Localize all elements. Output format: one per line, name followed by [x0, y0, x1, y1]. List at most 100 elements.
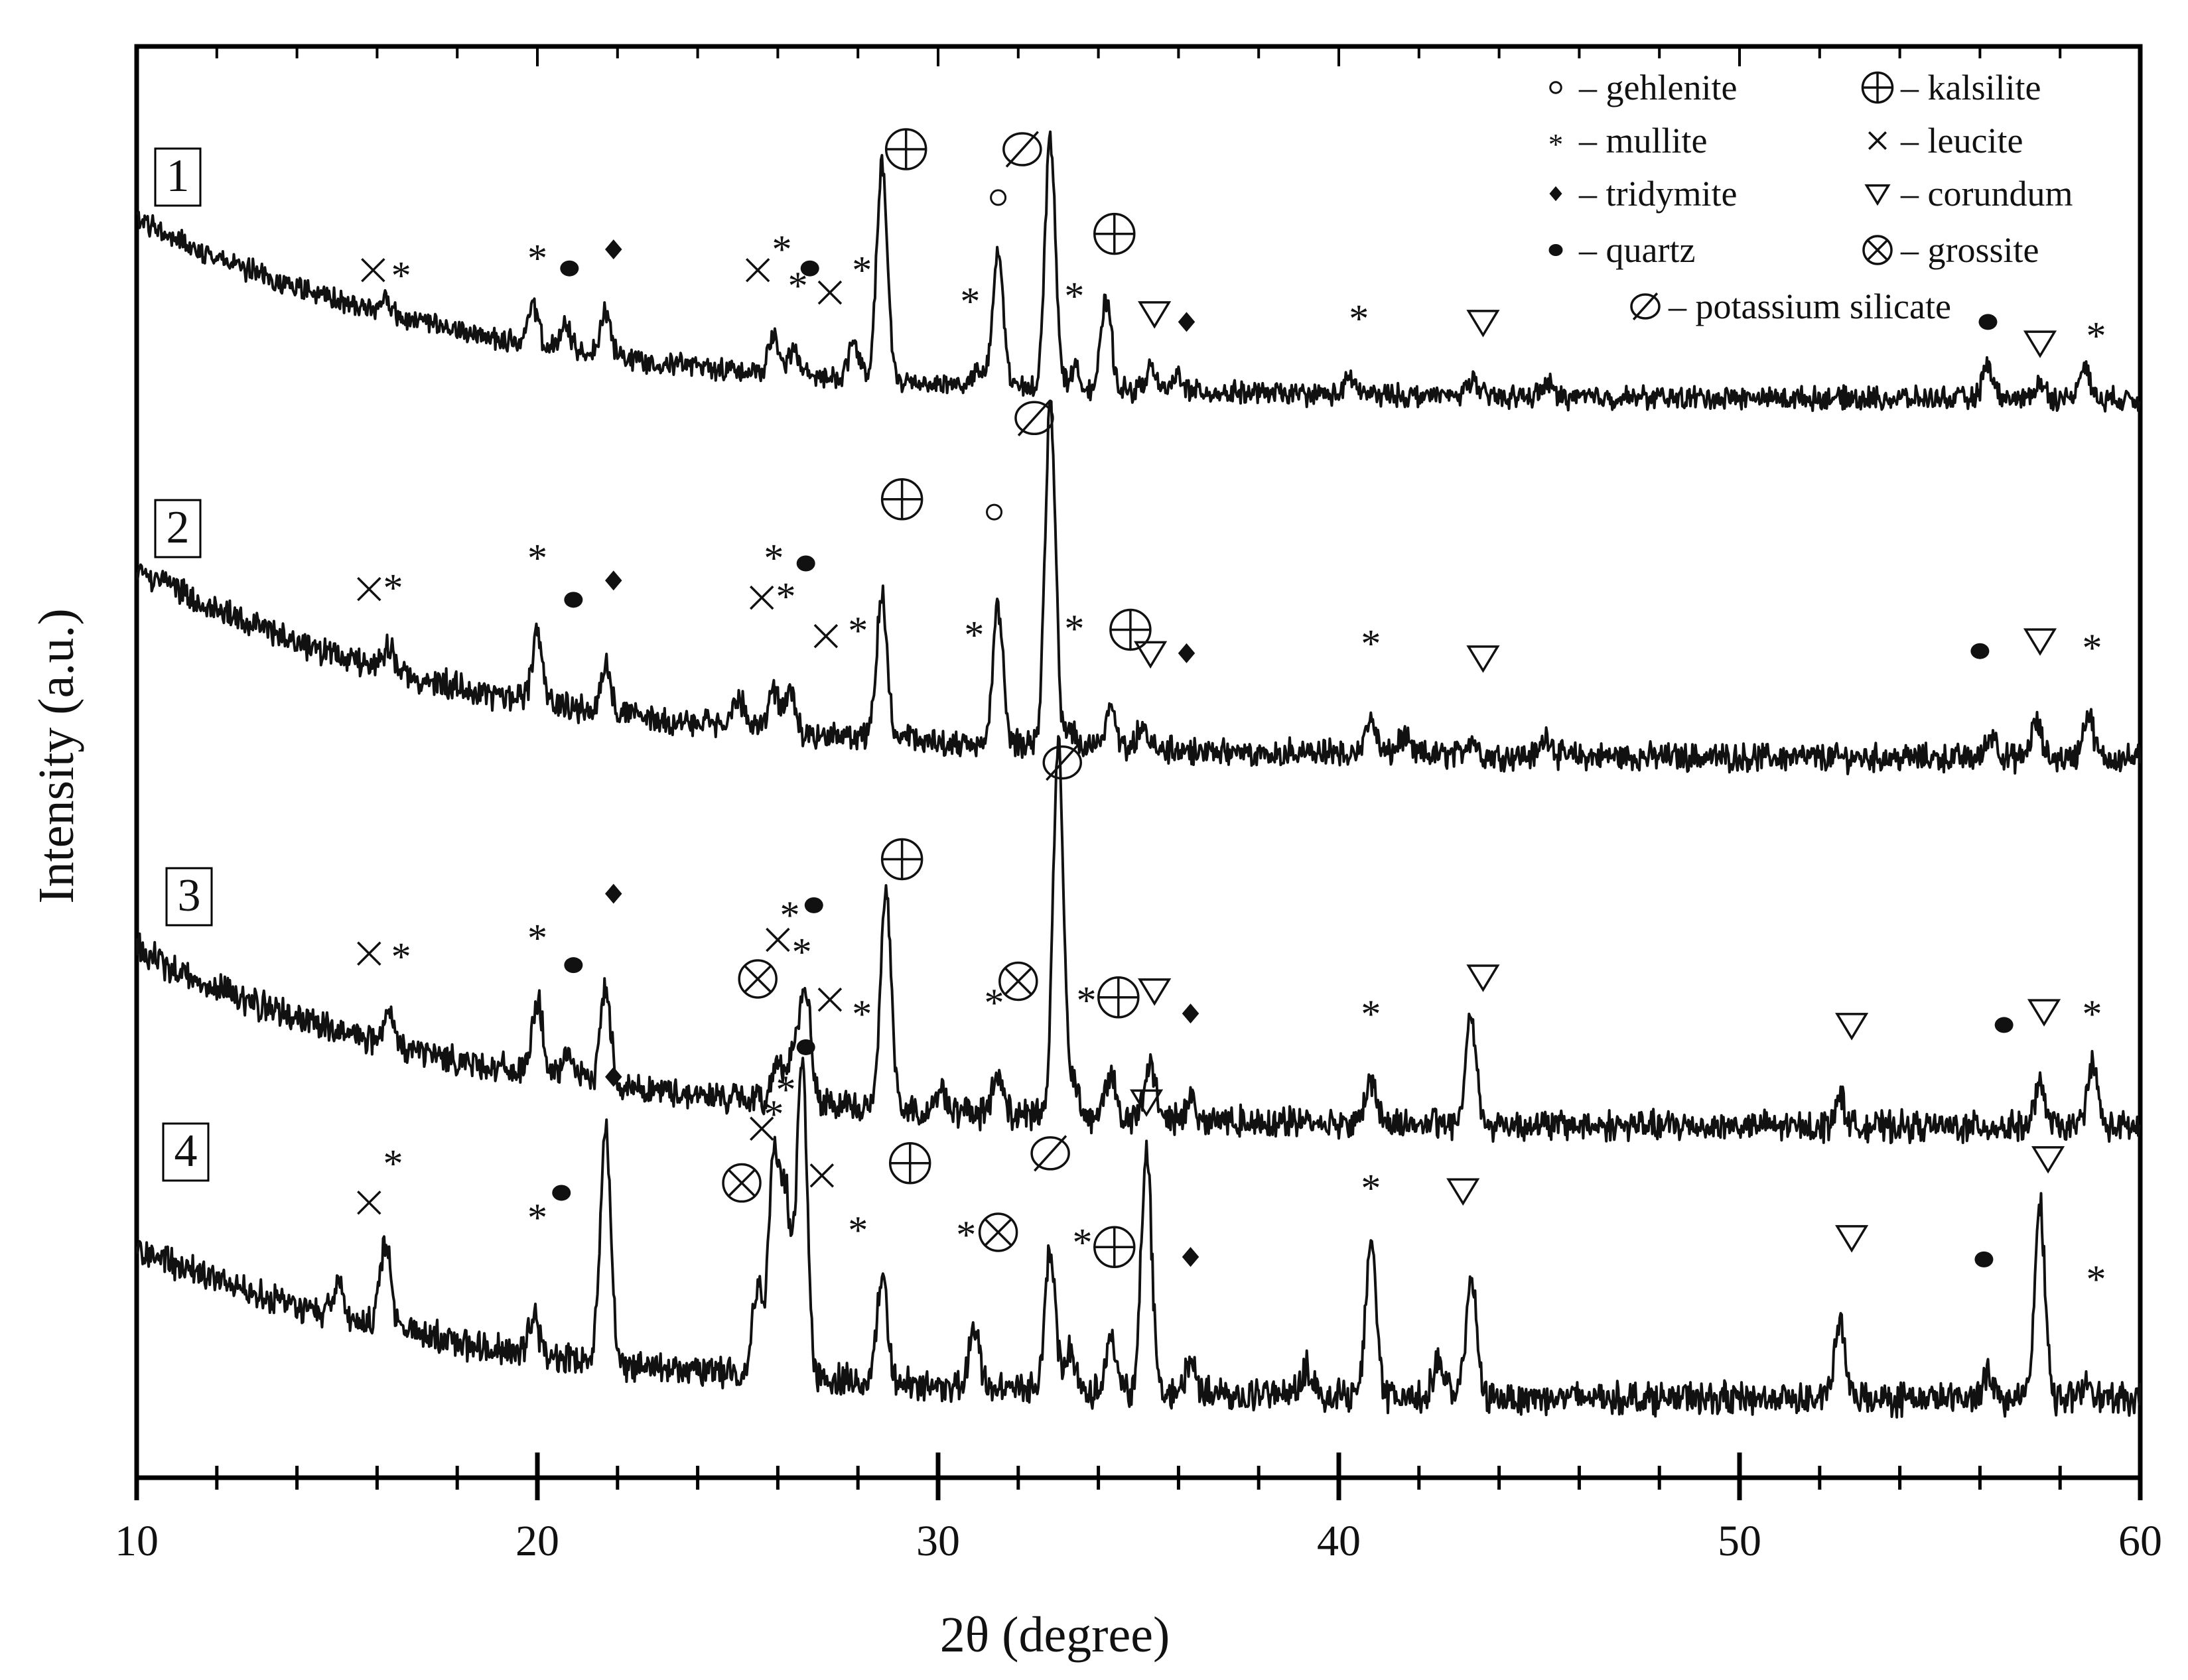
silicate-ellipse	[1014, 401, 1054, 436]
asterisk-glyph: *	[964, 613, 984, 657]
grossite-marker	[1862, 235, 1893, 265]
kalsilite-marker	[888, 1142, 931, 1185]
asterisk-glyph: *	[852, 992, 872, 1036]
curve-label: 3	[178, 870, 201, 921]
silicate-slash	[1017, 399, 1052, 436]
triangle-shape	[1835, 1013, 1869, 1041]
curve-label-box	[165, 867, 213, 927]
triangle-marker	[2023, 330, 2057, 358]
asterisk-marker: *	[848, 1208, 868, 1252]
asterisk-marker: *	[776, 574, 795, 618]
asterisk-marker: *	[2083, 992, 2102, 1036]
circle-small-marker	[1549, 81, 1562, 94]
silicate-ellipse	[1030, 1136, 1070, 1171]
diamond-marker	[1182, 1003, 1199, 1024]
asterisk-marker: *	[852, 248, 872, 292]
cross-marker	[817, 987, 843, 1012]
triangle-shape	[2023, 330, 2057, 358]
diamond-shape	[1182, 1003, 1199, 1024]
x-axis-label: 2θ (degree)	[940, 1607, 1170, 1663]
asterisk-glyph: *	[2086, 314, 2106, 357]
dot-shape	[564, 957, 583, 974]
triangle-marker	[1466, 964, 1500, 992]
grossite-marker	[738, 959, 778, 999]
triangle-shape	[2023, 628, 2057, 656]
asterisk-glyph: *	[391, 253, 411, 297]
circle-small-marker	[990, 189, 1007, 206]
cross-marker	[817, 280, 843, 305]
asterisk-marker: *	[383, 566, 403, 610]
cross-marker	[361, 258, 385, 283]
dot-shape	[804, 897, 823, 913]
diamond-shape	[605, 239, 622, 260]
legend-label: – corundum	[1900, 174, 2073, 214]
series-labels: 1 2 3 4	[154, 147, 213, 1182]
asterisk-glyph: *	[848, 1208, 868, 1252]
diamond-shape	[605, 1066, 622, 1087]
cross-marker	[809, 1163, 835, 1188]
legend-label: – gehlenite	[1578, 68, 1737, 107]
x-tick-label: 10	[115, 1517, 159, 1565]
asterisk-marker: *	[2086, 314, 2106, 357]
cross-stroke	[750, 1116, 774, 1141]
diamond-shape	[605, 883, 622, 904]
asterisk-glyph: *	[527, 236, 547, 280]
kalsilite-marker	[1093, 212, 1136, 255]
triangle-marker	[1835, 1013, 1869, 1041]
grossite-marker	[998, 961, 1038, 1002]
asterisk-marker: *	[527, 917, 547, 960]
small-circle-shape	[1549, 81, 1562, 94]
triangle-shape	[2027, 999, 2061, 1027]
cross-stroke	[357, 941, 381, 966]
kalsilite-marker	[1097, 976, 1140, 1019]
grossite-d2	[744, 964, 772, 994]
cross-marker	[357, 941, 381, 966]
asterisk-glyph: *	[776, 1068, 795, 1112]
silicate-marker	[1014, 399, 1054, 436]
asterisk-glyph: *	[1548, 128, 1564, 161]
x-tick-label: 60	[2118, 1517, 2162, 1565]
dot-marker	[564, 957, 583, 974]
triangle-marker	[1466, 310, 1500, 338]
silicate-ellipse	[1002, 132, 1042, 166]
diamond-shape	[1178, 312, 1196, 332]
silicate-slash	[1005, 131, 1039, 168]
curve-label: 1	[167, 151, 190, 202]
dot-marker	[1978, 314, 1998, 330]
asterisk-marker: *	[391, 253, 411, 297]
asterisk-marker: *	[1349, 296, 1369, 340]
curve-label: 4	[174, 1126, 198, 1177]
asterisk-glyph: *	[2083, 626, 2102, 670]
x-tick-label: 40	[1317, 1517, 1361, 1565]
asterisk-marker: *	[780, 893, 800, 937]
asterisk-glyph: *	[1064, 275, 1084, 318]
curve-label-box	[162, 1122, 210, 1182]
cross-stroke	[357, 1191, 381, 1215]
plot-frame	[134, 44, 2143, 1480]
dot-marker	[552, 1185, 571, 1201]
triangle-marker	[1864, 184, 1891, 206]
dot-marker	[564, 592, 583, 608]
curve-label-box	[154, 147, 202, 207]
grossite-circle	[998, 961, 1038, 1002]
triangle-shape	[2031, 1146, 2065, 1174]
silicate-slash	[1046, 744, 1079, 781]
dot-marker	[1994, 1017, 2014, 1033]
triangle-shape	[1466, 645, 1500, 673]
asterisk-glyph: *	[1361, 1167, 1381, 1210]
dot-shape	[796, 1039, 815, 1055]
triangle-marker	[1835, 1225, 1869, 1253]
diamond-marker	[1178, 643, 1196, 663]
xrd-trace-4	[135, 1057, 2142, 1419]
dot-marker	[1970, 643, 1990, 659]
asterisk-marker: *	[1072, 1220, 1092, 1264]
asterisk-glyph: *	[852, 248, 872, 292]
x-tick-label: 30	[916, 1517, 960, 1565]
legend-label: – tridymite	[1578, 174, 1737, 214]
kalsilite-marker	[880, 838, 923, 881]
triangle-shape	[1835, 1225, 1869, 1253]
cross-stroke	[361, 258, 385, 283]
asterisk-marker: *	[776, 1068, 795, 1112]
kalsilite-marker	[1109, 608, 1152, 651]
dot-marker	[560, 260, 579, 277]
